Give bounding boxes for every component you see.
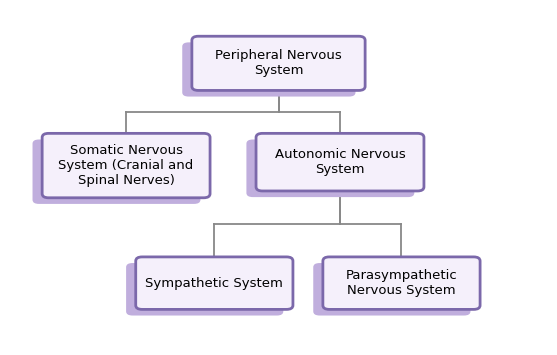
Text: Peripheral Nervous
System: Peripheral Nervous System [215, 49, 342, 77]
FancyBboxPatch shape [313, 263, 471, 316]
FancyBboxPatch shape [32, 140, 201, 204]
FancyBboxPatch shape [256, 133, 424, 191]
FancyBboxPatch shape [136, 257, 293, 310]
FancyBboxPatch shape [126, 263, 284, 316]
Text: Somatic Nervous
System (Cranial and
Spinal Nerves): Somatic Nervous System (Cranial and Spin… [58, 144, 194, 187]
FancyBboxPatch shape [182, 42, 355, 97]
FancyBboxPatch shape [192, 36, 365, 91]
FancyBboxPatch shape [42, 133, 210, 198]
Text: Sympathetic System: Sympathetic System [145, 277, 284, 290]
Text: Parasympathetic
Nervous System: Parasympathetic Nervous System [345, 269, 457, 297]
Text: Autonomic Nervous
System: Autonomic Nervous System [275, 148, 405, 176]
FancyBboxPatch shape [246, 140, 414, 197]
FancyBboxPatch shape [323, 257, 480, 310]
